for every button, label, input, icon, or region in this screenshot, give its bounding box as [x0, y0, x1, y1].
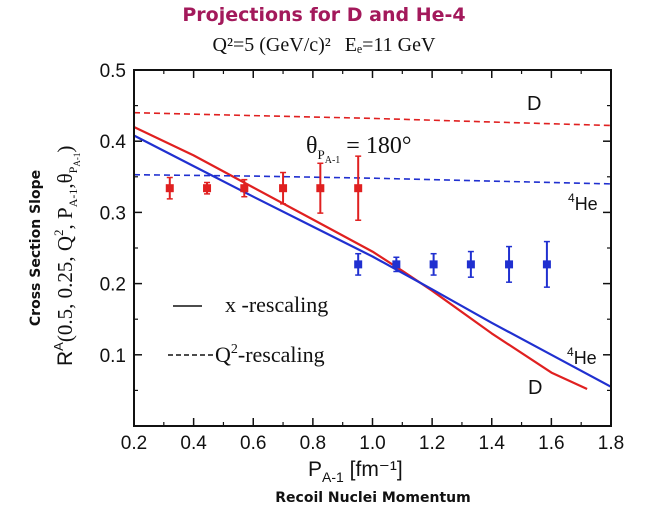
data-point-d: [316, 184, 325, 193]
chart-subtitle: Q²=5 (GeV/c)² Eₑ=11 GeV: [0, 34, 648, 57]
solid-curve-he-4: [133, 134, 612, 388]
data-point-he-4: [392, 260, 401, 269]
y-tick-label: 0.5: [100, 61, 126, 82]
curve-label-he-dashed-sup: 4: [568, 191, 575, 205]
theta-symbol: θ: [306, 133, 318, 159]
y-tick-label: 0.1: [100, 346, 126, 367]
curve-label-he-solid-name: He: [574, 348, 597, 368]
x-tick-label: 1.6: [538, 433, 564, 454]
y-axis-label-args2: , P: [53, 207, 77, 229]
y-axis-label-theta: ,θ: [53, 173, 77, 188]
x-axis-label: PA-1 [fm⁻¹]: [308, 458, 403, 485]
curve-group: [133, 111, 612, 390]
data-point-he-4: [505, 260, 514, 269]
legend-dashed-label: Q2-rescaling: [215, 342, 325, 367]
data-point-d: [240, 184, 249, 193]
x-tick-label: 0.4: [180, 433, 207, 454]
theta-value: = 180°: [340, 133, 411, 159]
curve-label-d-solid: D: [528, 377, 542, 399]
x-tick-label: 1.8: [598, 433, 624, 454]
x-axis-caption: Recoil Nuclei Momentum: [275, 490, 470, 506]
y-tick-label: 0.2: [100, 275, 126, 296]
legend-dashed-sup: 2: [231, 342, 238, 357]
theta-sub: P: [318, 147, 325, 162]
data-point-he-4: [429, 260, 438, 269]
legend-solid-label: x -rescaling: [225, 292, 328, 317]
data-point-he-4: [354, 260, 363, 269]
y-axis-label-sub2: P: [66, 166, 80, 173]
x-tick-label: 0.6: [240, 433, 266, 454]
y-axis-label-args: (0.5, 0.25, Q: [53, 236, 77, 342]
x-axis-label-main: P: [308, 458, 322, 481]
curve-label-he-dashed-name: He: [575, 194, 598, 214]
x-tick-label: 1.2: [419, 433, 445, 454]
y-axis-label-sub3: A-1: [72, 153, 82, 167]
legend-dashed-post: -rescaling: [238, 342, 325, 367]
y-axis-label-close: ): [53, 146, 77, 153]
y-axis-label-sup2: 2: [51, 229, 66, 236]
y-axis-label-r: R: [54, 351, 77, 366]
chart-title: Projections for D and He-4: [182, 4, 466, 26]
tick-group: 0.2 0.4 0.6 0.8 1.0 1.2 1.4 1.6 1.8 0.1 0.2 0.3 0.4 0…: [100, 61, 625, 454]
theta-annotation: θPA-1 = 180°: [306, 133, 411, 166]
x-axis-label-unit: [fm⁻¹]: [344, 458, 403, 481]
curve-label-he-dashed: 4He: [568, 191, 598, 214]
y-axis-label-sup: A: [51, 342, 66, 351]
y-axis-label: RA(0.5, 0.25, Q2, PA-1,θPA-1): [51, 146, 82, 366]
y-axis-label-sub1: A-1: [66, 189, 80, 208]
subtitle-q2: Q²=5 (GeV/c)²: [212, 34, 331, 56]
data-point-d: [279, 184, 288, 193]
solid-curve-d: [133, 126, 588, 390]
y-tick-label: 0.4: [100, 132, 127, 153]
curve-label-he-solid: 4He: [567, 345, 597, 368]
y-axis-caption: Cross Section Slope: [28, 170, 44, 326]
data-point-d: [203, 184, 212, 193]
x-tick-label: 1.4: [479, 433, 506, 454]
data-point-he-4: [466, 260, 475, 269]
x-axis-label-sub: A-1: [322, 469, 344, 485]
x-tick-label: 1.0: [359, 433, 385, 454]
legend-dashed-pre: Q: [215, 342, 231, 367]
data-point-he-4: [542, 260, 551, 269]
y-tick-label: 0.3: [100, 203, 126, 224]
curve-label-he-solid-sup: 4: [567, 345, 574, 359]
x-tick-label: 0.2: [121, 433, 147, 454]
data-point-d: [354, 184, 363, 193]
data-point-d: [165, 184, 174, 193]
curve-label-d-dashed: D: [527, 93, 541, 115]
data-point-group: [165, 155, 551, 288]
subtitle-beam-energy: Eₑ=11 GeV: [344, 34, 436, 56]
x-tick-label: 0.8: [300, 433, 326, 454]
theta-sub2: A-1: [325, 155, 341, 166]
